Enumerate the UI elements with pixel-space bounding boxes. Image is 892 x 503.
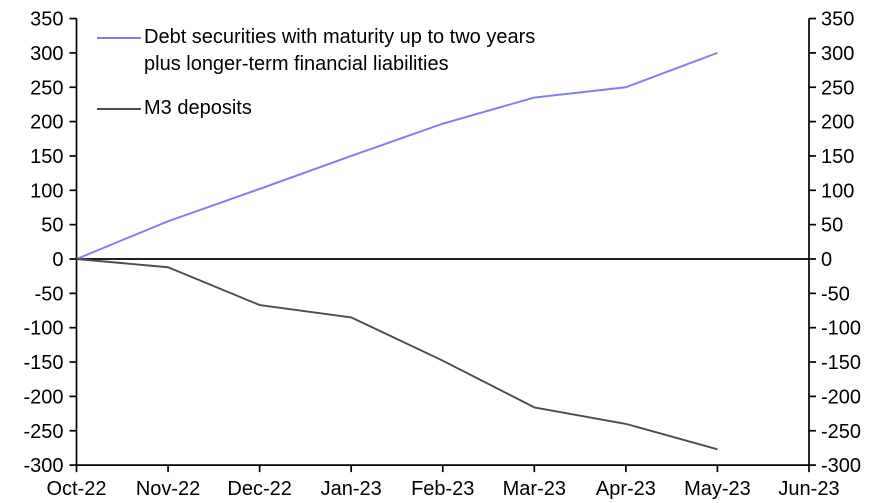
y-tick-label-left: -200 [23,386,63,408]
y-tick-label-right: 200 [821,112,854,134]
y-tick-label-right: 150 [821,146,854,168]
y-tick-label-right: -250 [821,421,861,443]
legend-item-debt-securities: Debt securities with maturity up to two … [97,24,535,78]
y-tick-label-right: -150 [821,352,861,374]
y-tick-label-left: 150 [30,146,63,168]
y-tick-label-left: 200 [30,112,63,134]
legend-label-m3-deposits: M3 deposits [144,97,252,119]
y-tick-label-right: 50 [821,215,843,237]
y-tick-label-left: -100 [23,318,63,340]
x-tick-label: Jan-23 [321,478,382,500]
y-tick-label-left: -300 [23,455,63,477]
y-tick-label-left: -150 [23,352,63,374]
y-tick-label-left: 300 [30,43,63,65]
x-tick-label: Oct-22 [46,478,106,500]
legend-item-m3-deposits: M3 deposits [97,95,252,122]
y-tick-label-right: 100 [821,180,854,202]
legend-line-swatch-m3-deposits [97,108,141,110]
y-tick-label-left: 0 [52,249,63,271]
x-tick-label: Mar-23 [503,478,566,500]
x-tick-label: Feb-23 [411,478,474,500]
legend-label-line-2: plus longer-term financial liabilities [144,53,449,75]
x-tick-label: Jun-23 [778,478,839,500]
y-tick-label-left: 350 [30,9,63,31]
x-tick-label: May-23 [684,478,751,500]
y-tick-label-right: -50 [821,283,850,305]
legend-label-debt-securities: Debt securities with maturity up to two … [144,24,535,78]
x-tick-label: Dec-22 [227,478,291,500]
y-tick-label-left: 100 [30,180,63,202]
y-tick-label-right: -200 [821,386,861,408]
y-tick-label-right: -300 [821,455,861,477]
y-tick-label-left: 250 [30,77,63,99]
legend-line-swatch-debt-securities [97,37,141,39]
y-tick-label-left: 50 [41,215,63,237]
y-tick-label-right: 250 [821,77,854,99]
y-tick-label-right: -100 [821,318,861,340]
y-tick-label-left: -50 [35,283,64,305]
x-tick-label: Apr-23 [596,478,656,500]
series-line-m3-deposits [76,258,718,451]
x-tick-label: Nov-22 [136,478,200,500]
legend-label-line-1: Debt securities with maturity up to two … [144,26,536,48]
y-tick-label-right: 350 [821,9,854,31]
y-tick-label-left: -250 [23,421,63,443]
series-line-debt-securities [76,52,718,260]
y-tick-label-right: 300 [821,43,854,65]
y-tick-label-right: 0 [821,249,832,271]
